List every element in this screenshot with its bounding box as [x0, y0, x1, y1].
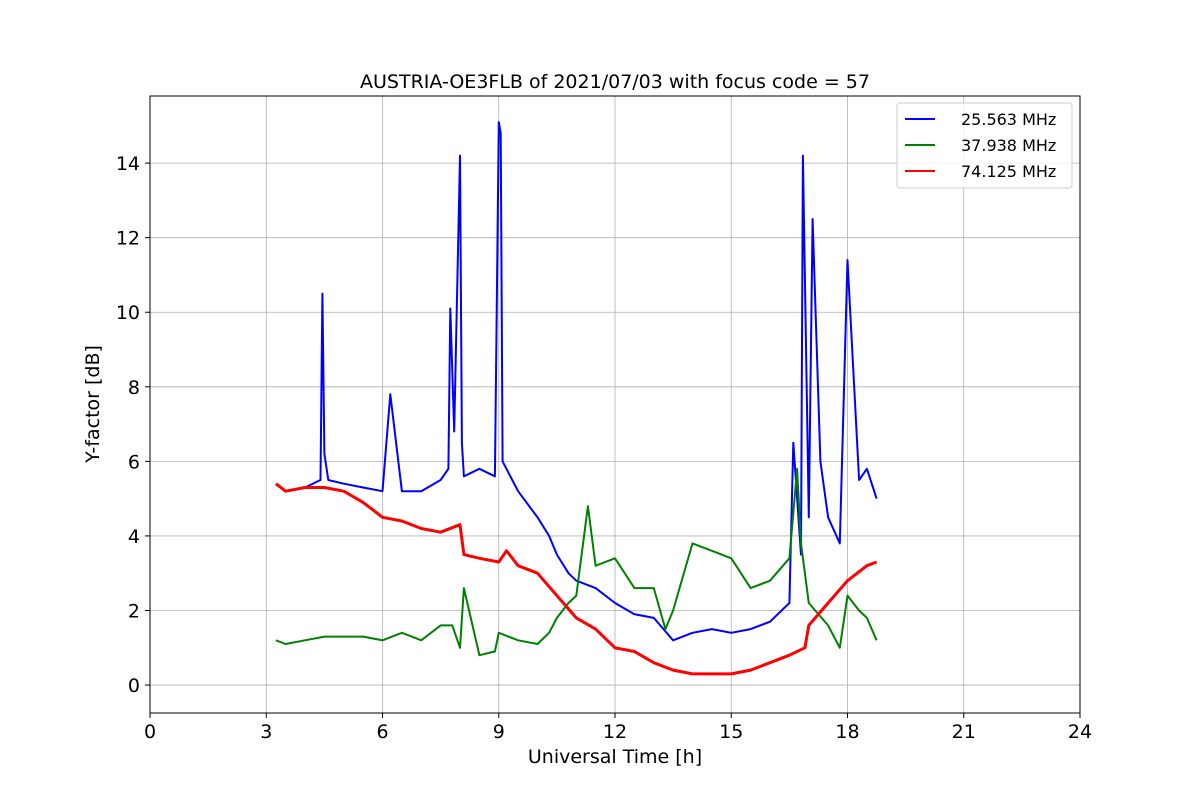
x-tick-label: 0 [144, 721, 156, 743]
series-line-3 [274, 482, 878, 676]
x-axis: 0 3 6 9 12 15 18 21 24 [144, 713, 1092, 743]
y-tick-label: 4 [128, 526, 140, 548]
chart-title: AUSTRIA-OE3FLB of 2021/07/03 with focus … [360, 71, 870, 93]
legend-box [896, 102, 1073, 189]
x-tick-label: 18 [835, 721, 859, 743]
y-axis-label: Y-factor [dB] [82, 345, 104, 464]
x-tick-label: 24 [1068, 721, 1092, 743]
legend: 25.563 MHz 37.938 MHz 74.125 MHz [896, 102, 1073, 189]
x-tick-label: 3 [260, 721, 272, 743]
series-line-2 [275, 467, 878, 657]
x-tick-label: 9 [493, 721, 505, 743]
y-axis: 0 2 4 6 8 10 12 14 [116, 153, 150, 697]
y-tick-label: 12 [116, 228, 140, 250]
x-tick-label: 6 [376, 721, 388, 743]
y-tick-label: 6 [128, 451, 140, 473]
x-tick-label: 12 [603, 721, 627, 743]
x-tick-label: 15 [719, 721, 743, 743]
x-tick-label: 21 [952, 721, 976, 743]
series-layer [274, 121, 878, 676]
y-tick-label: 14 [116, 153, 140, 175]
y-tick-label: 8 [128, 377, 140, 399]
legend-entry-label: 74.125 MHz [961, 162, 1056, 181]
x-axis-label: Universal Time [h] [528, 746, 702, 768]
y-tick-label: 2 [128, 600, 140, 622]
legend-entry-label: 25.563 MHz [961, 110, 1056, 129]
legend-entry-label: 37.938 MHz [961, 136, 1056, 155]
series-line-1 [275, 121, 878, 642]
y-tick-label: 10 [116, 302, 140, 324]
y-tick-label: 0 [128, 675, 140, 697]
